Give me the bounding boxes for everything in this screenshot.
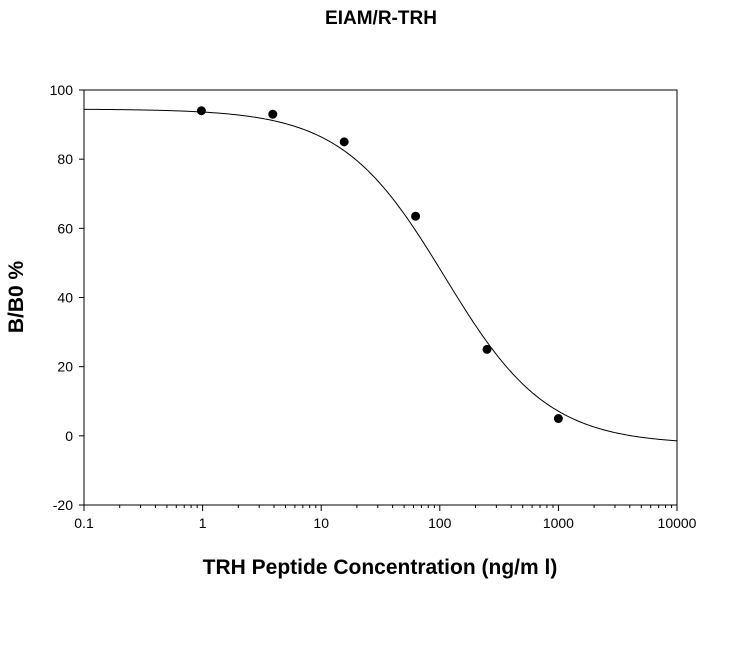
y-tick-label: 60 bbox=[57, 220, 73, 236]
y-axis: -20 0 20 40 60 80 100 bbox=[50, 82, 84, 513]
data-point bbox=[553, 414, 563, 424]
y-tick-label: 20 bbox=[57, 359, 73, 375]
y-tick-label: 40 bbox=[57, 290, 73, 306]
y-axis-label: B/B0 % bbox=[5, 261, 28, 334]
data-point bbox=[268, 109, 278, 119]
data-point bbox=[339, 137, 349, 147]
x-axis-label: TRH Peptide Concentration (ng/m l) bbox=[203, 556, 558, 579]
plot-frame bbox=[83, 89, 678, 506]
x-tick-label: 10000 bbox=[658, 515, 697, 531]
x-tick-label: 1000 bbox=[543, 515, 574, 531]
data-point bbox=[411, 211, 421, 221]
fit-curve bbox=[84, 108, 678, 442]
x-tick-label: 100 bbox=[428, 515, 452, 531]
y-tick-label: 100 bbox=[50, 82, 74, 98]
x-tick-label: 1 bbox=[199, 515, 207, 531]
y-tick-label: 80 bbox=[57, 151, 73, 167]
y-tick-label: 0 bbox=[65, 428, 73, 444]
x-axis: 0.1 1 10 100 1000 10000 bbox=[74, 505, 697, 531]
x-tick-label: 0.1 bbox=[74, 515, 94, 531]
data-point bbox=[196, 106, 206, 116]
x-tick-label: 10 bbox=[313, 515, 329, 531]
chart-title: EIAM/R-TRH bbox=[325, 8, 437, 29]
data-points bbox=[196, 106, 563, 424]
y-tick-label: -20 bbox=[53, 497, 73, 513]
data-point bbox=[482, 344, 492, 354]
